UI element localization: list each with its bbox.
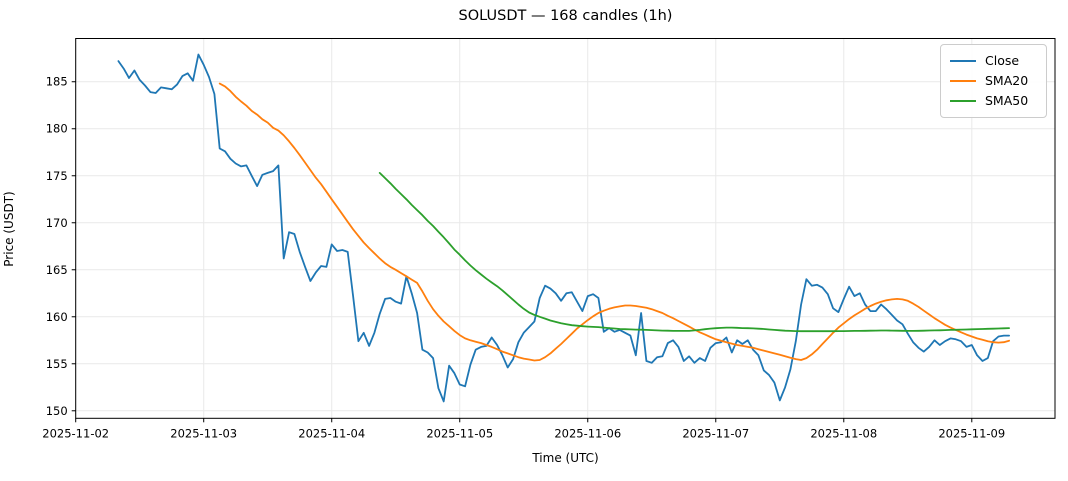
y-tick-label: 180 bbox=[46, 122, 68, 136]
y-tick-label: 185 bbox=[46, 75, 68, 89]
legend-line-sma50 bbox=[950, 100, 976, 102]
x-tick-label: 2025-11-07 bbox=[682, 426, 749, 440]
series-line-sma20 bbox=[218, 82, 1010, 362]
y-tick-label: 155 bbox=[46, 357, 68, 371]
legend-label-sma20: SMA20 bbox=[985, 73, 1029, 88]
legend-line-close bbox=[950, 60, 976, 62]
x-tick-label: 2025-11-08 bbox=[810, 426, 877, 440]
legend: Close SMA20 SMA50 bbox=[940, 44, 1047, 118]
y-tick-label: 170 bbox=[46, 216, 68, 230]
legend-entry-close: Close bbox=[950, 52, 1036, 70]
series-line-close bbox=[117, 53, 1010, 403]
x-axis-label: Time (UTC) bbox=[532, 451, 599, 465]
x-tick-label: 2025-11-05 bbox=[426, 426, 493, 440]
y-tick-label: 150 bbox=[46, 404, 68, 418]
x-tick-label: 2025-11-02 bbox=[42, 426, 109, 440]
y-tick-label: 175 bbox=[46, 169, 68, 183]
legend-label-close: Close bbox=[985, 53, 1020, 68]
legend-entry-sma50: SMA50 bbox=[950, 92, 1036, 110]
legend-entry-sma20: SMA20 bbox=[950, 72, 1036, 90]
legend-label-sma50: SMA50 bbox=[985, 93, 1029, 108]
x-tick-label: 2025-11-09 bbox=[938, 426, 1005, 440]
legend-line-sma20 bbox=[950, 80, 976, 82]
chart-title: SOLUSDT — 168 candles (1h) bbox=[458, 8, 673, 24]
y-tick-label: 165 bbox=[46, 263, 68, 277]
y-tick-label: 160 bbox=[46, 310, 68, 324]
x-tick-label: 2025-11-04 bbox=[298, 426, 365, 440]
series-line-sma50 bbox=[378, 171, 1010, 333]
axes-frame bbox=[75, 38, 1056, 419]
x-tick-label: 2025-11-06 bbox=[554, 426, 621, 440]
x-tick-label: 2025-11-03 bbox=[170, 426, 237, 440]
